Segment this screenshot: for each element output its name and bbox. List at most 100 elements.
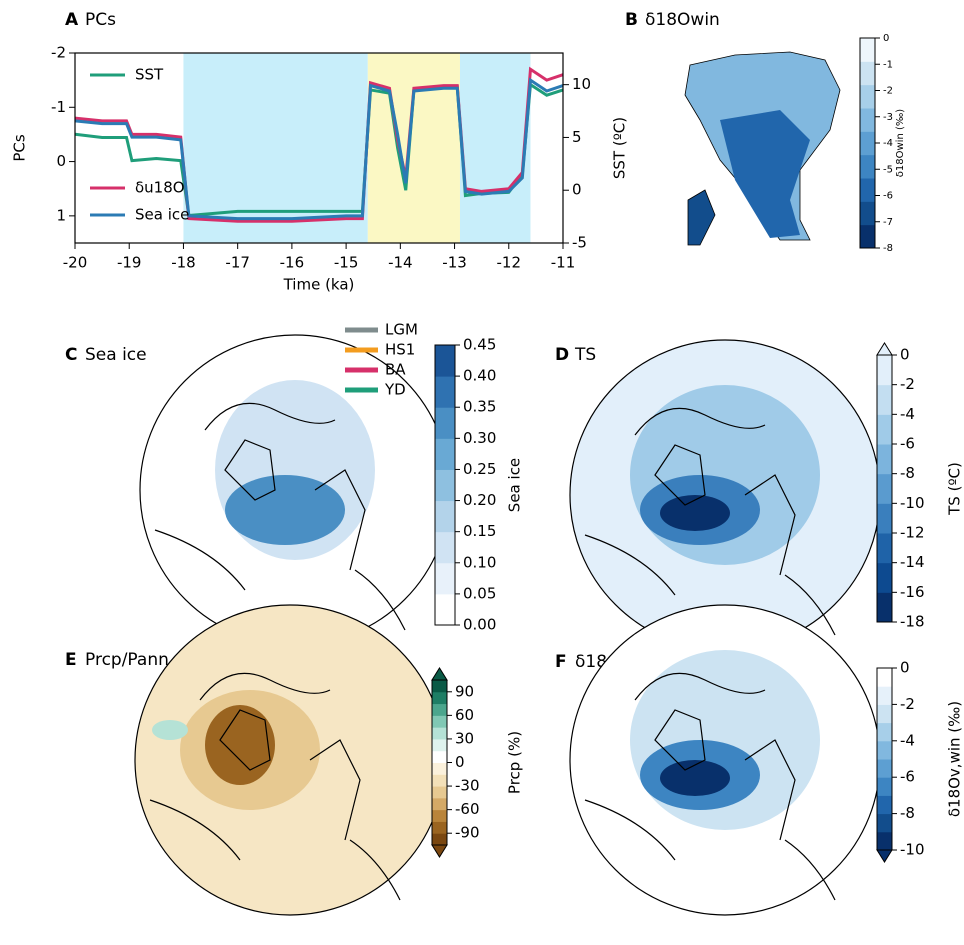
colorbar-extend: [431, 667, 448, 681]
colorbar-tick-label: -10: [900, 494, 925, 512]
colorbar-level: [860, 178, 875, 202]
colorbar-tick-label: -90: [455, 824, 480, 842]
panel-title: PCs: [85, 10, 116, 30]
colorbar-level: [432, 774, 447, 787]
y-tick-label: 0: [56, 152, 66, 170]
colorbar-level: [432, 809, 447, 822]
colorbar-tick-label: -2: [900, 695, 915, 713]
colorbar-level: [877, 795, 892, 815]
colorbar-level: [432, 821, 447, 834]
colorbar-tick-label: -8: [900, 464, 915, 482]
series-line: [74, 66, 564, 223]
panel-letter: C: [65, 345, 77, 365]
colorbar-level: [877, 668, 892, 687]
colorbar-tick-label: 0: [455, 753, 465, 771]
colorbar-tick-label: 0: [900, 659, 910, 677]
colorbar-tick-label: -5: [883, 164, 893, 175]
colorbar-tick-label: 0.35: [463, 398, 496, 416]
colorbar-tick-label: -4: [900, 405, 915, 423]
y2-tick-label: -5: [572, 234, 587, 252]
colorbar-label: δ18Ov,win (‰): [946, 701, 964, 817]
colorbar-tick-label: 0.05: [463, 584, 496, 602]
colorbar-level: [877, 759, 892, 778]
colorbar-tick-label: -30: [455, 777, 480, 795]
colorbar-level: [877, 831, 892, 851]
colorbar-level: [860, 84, 875, 109]
x-axis-label: Time (ka): [283, 276, 355, 294]
panel-letter: D: [555, 345, 569, 365]
y-axis-label: PCs: [11, 134, 29, 162]
colorbar-tick-label: -6: [900, 435, 915, 453]
legend-label: BA: [385, 361, 406, 379]
colorbar-level: [432, 750, 447, 763]
colorbar-tick-label: -8: [900, 804, 915, 822]
colorbar-label: TS (ºC): [946, 462, 964, 516]
colorbar-tick-label: 0.45: [463, 336, 496, 354]
colorbar-level: [877, 562, 892, 593]
coastline: [584, 672, 836, 901]
legend-label: YD: [384, 381, 406, 399]
colorbar-level: [877, 686, 892, 705]
colorbar-level: [860, 224, 875, 249]
colorbar-tick-label: -4: [900, 731, 915, 749]
greenland-inner: [720, 110, 810, 238]
colorbar-frame: [876, 354, 893, 623]
y2-axis-label: SST (ºC): [611, 117, 629, 179]
colorbar-extend: [431, 844, 448, 858]
y-tick-label: 1: [56, 206, 66, 224]
colorbar-level: [877, 533, 892, 564]
colorbar-level: [432, 797, 447, 811]
colorbar-level: [877, 777, 892, 796]
colorbar-level: [435, 562, 455, 595]
panel-title: Sea ice: [85, 345, 147, 365]
colorbar-level: [860, 108, 875, 132]
colorbar-level: [435, 407, 455, 439]
plot-frame: [74, 52, 564, 244]
colorbar-level: [860, 131, 875, 156]
x-tick-label: -18: [171, 254, 196, 272]
colorbar-tick-label: -7: [883, 217, 893, 228]
x-tick-label: -16: [280, 254, 305, 272]
anomaly: [205, 705, 275, 785]
x-tick-label: -11: [551, 254, 576, 272]
x-tick-label: -14: [388, 254, 413, 272]
colorbar-tick-label: 0.40: [463, 367, 496, 385]
colorbar-tick-label: -60: [455, 800, 480, 818]
colorbar-level: [432, 738, 447, 752]
colorbar-tick-label: -18: [900, 613, 925, 631]
colorbar-level: [877, 414, 892, 445]
panel-letter: F: [555, 652, 567, 672]
colorbar-tick-label: 0: [900, 346, 910, 364]
panel-title: TS: [574, 345, 596, 365]
panel-title: Prcp/Pann: [85, 650, 169, 670]
colorbar-frame: [876, 667, 893, 851]
colorbar-level: [432, 786, 447, 799]
colorbar-level: [877, 384, 892, 415]
colorbar-tick-label: -8: [883, 243, 893, 254]
colorbar-level: [877, 592, 892, 623]
colorbar-level: [877, 813, 892, 833]
colorbar-tick-label: -12: [900, 524, 925, 542]
colorbar-tick-label: -4: [883, 138, 893, 149]
anomaly: [152, 720, 188, 740]
colorbar-label: Sea ice: [506, 458, 524, 512]
colorbar-level: [877, 503, 892, 534]
panel-letter: E: [65, 650, 77, 670]
colorbar-level: [435, 593, 455, 626]
colorbar-level: [860, 61, 875, 86]
colorbar-level: [432, 762, 447, 775]
colorbar-tick-label: -16: [900, 583, 925, 601]
colorbar-tick-label: -14: [900, 553, 925, 571]
x-tick-label: -15: [334, 254, 359, 272]
colorbar-tick-label: 60: [455, 706, 474, 724]
colorbar-tick-label: -6: [883, 191, 893, 202]
coastline: [584, 407, 836, 636]
anomaly: [660, 495, 730, 531]
y-tick-label: -1: [51, 98, 66, 116]
colorbar-tick-label: 0.25: [463, 460, 496, 478]
colorbar-tick-label: -6: [900, 768, 915, 786]
legend-label: δu18O: [135, 179, 185, 197]
legend-label: HS1: [385, 341, 415, 359]
